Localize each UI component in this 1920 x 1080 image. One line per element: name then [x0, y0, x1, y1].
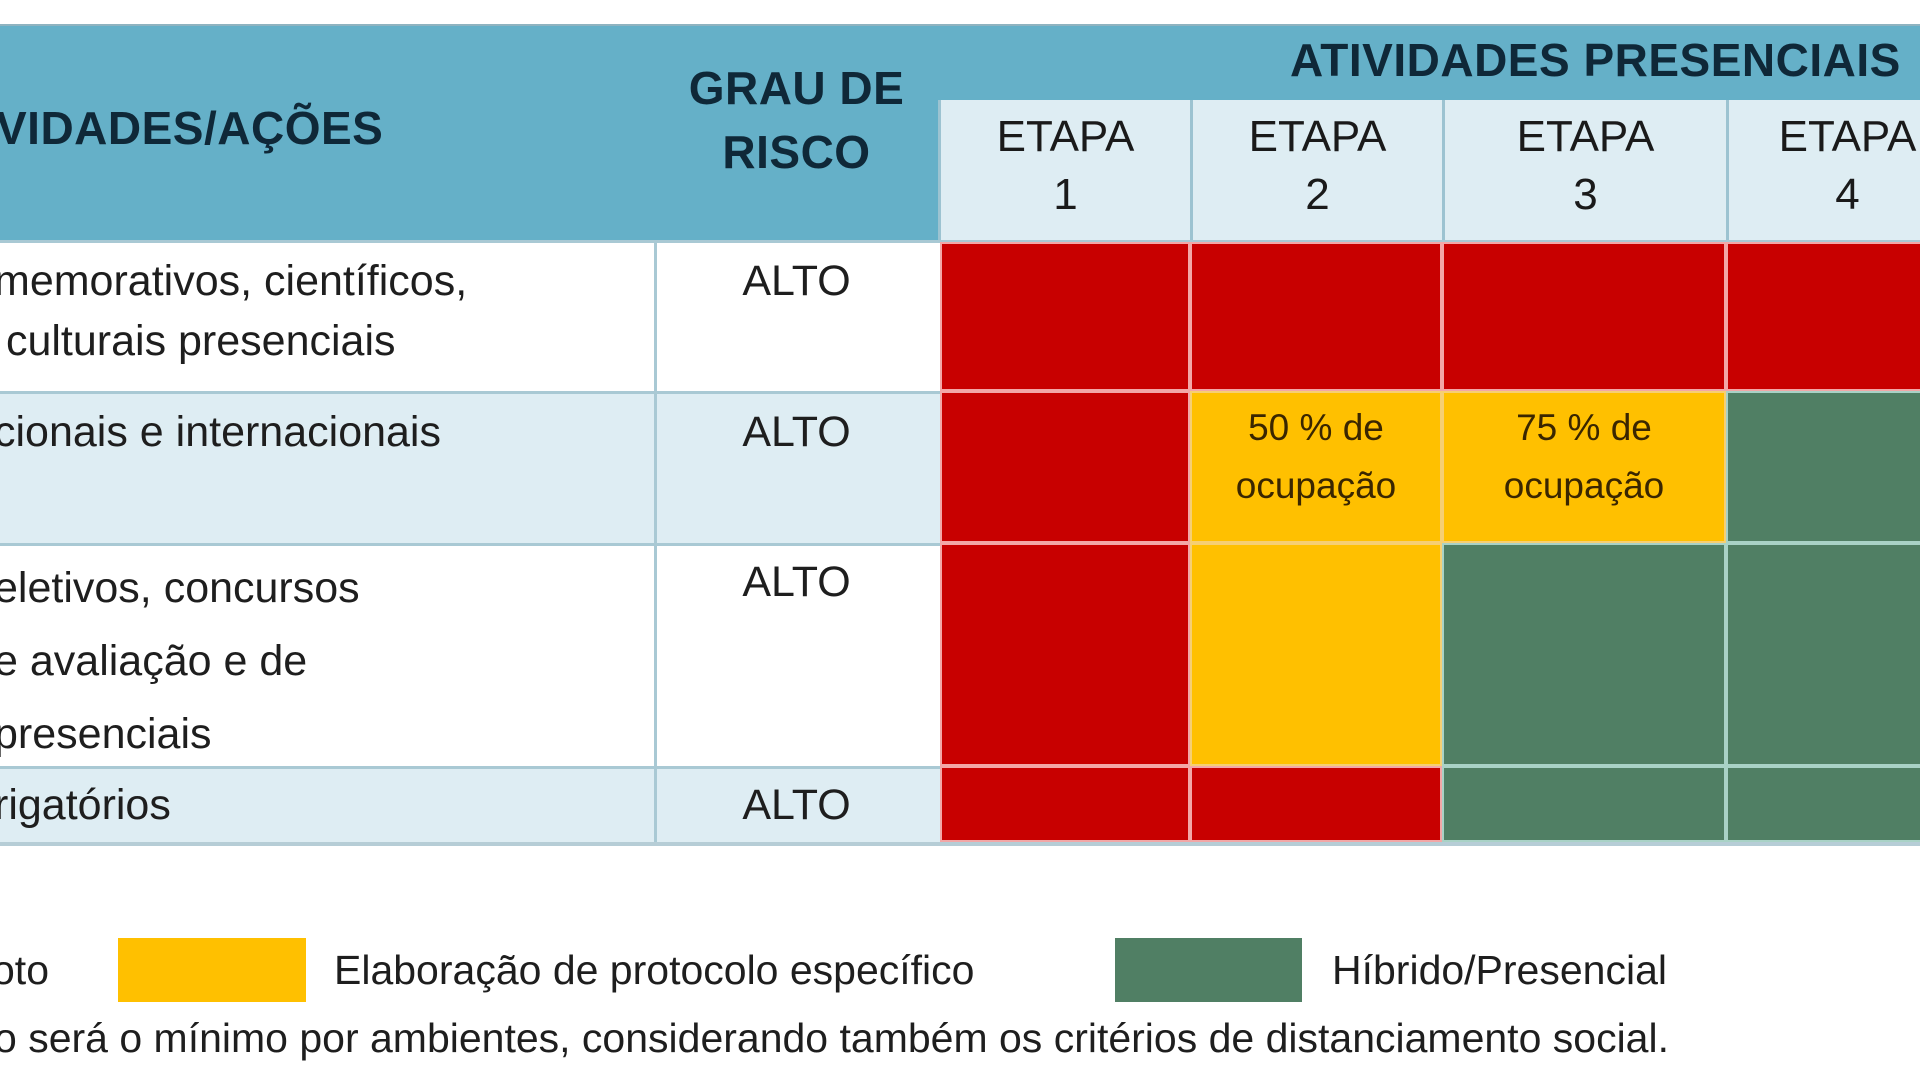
row-2-activity: cionais e internacionais: [0, 408, 441, 456]
row-1-stage-2-cell: [1190, 242, 1442, 391]
row-4-stage-1-cell: [940, 766, 1190, 842]
stage-header-1: ETAPA 1: [938, 100, 1190, 240]
row-3-risk: ALTO: [742, 558, 851, 606]
row-2-stage-4-cell: [1726, 391, 1920, 543]
header-presencial-label: ATIVIDADES PRESENCIAIS: [1290, 34, 1901, 86]
legend-label-remote: oto: [0, 947, 49, 993]
row-1-stage-1-cell: [940, 242, 1190, 391]
stage-header-4: ETAPA 4: [1726, 100, 1920, 240]
header-activities-label: VIDADES/AÇÕES: [0, 102, 384, 154]
legend-label-protocol: Elaboração de protocolo específico: [334, 947, 975, 993]
stage-header-1-line1: ETAPA: [996, 112, 1135, 161]
column-divider: [654, 240, 657, 842]
row-1-risk: ALTO: [742, 257, 851, 305]
stage-header-4-line1: ETAPA: [1778, 112, 1917, 161]
row-4-risk: ALTO: [742, 781, 851, 829]
row-3-stage-3-cell: [1442, 543, 1726, 766]
stage-header-3-line2: 3: [1573, 170, 1598, 219]
legend-label-hybrid: Híbrido/Presencial: [1332, 947, 1667, 993]
row-2-stage-2-cell: 50 % de ocupação: [1190, 391, 1442, 543]
row-4-activity: rigatórios: [0, 781, 171, 829]
stage-header-4-line2: 4: [1835, 170, 1860, 219]
stage-header-2-line2: 2: [1305, 170, 1330, 219]
row-1-stage-3-cell: [1442, 242, 1726, 391]
row-2-stage-3-cell: 75 % de ocupação: [1442, 391, 1726, 543]
row-3-stage-2-cell: [1190, 543, 1442, 766]
table-bottom-border: [0, 842, 1920, 846]
stage-header-3: ETAPA 3: [1442, 100, 1726, 240]
row-1-stage-4-cell: [1726, 242, 1920, 391]
legend-swatch-yellow: [118, 938, 306, 1002]
row-2-risk: ALTO: [742, 408, 851, 456]
header-risk-line2: RISCO: [722, 126, 871, 178]
row-3-stage-4-cell: [1726, 543, 1920, 766]
stage-header-1-line2: 1: [1053, 170, 1078, 219]
stage-header-2: ETAPA 2: [1190, 100, 1442, 240]
row-4-stage-3-cell: [1442, 766, 1726, 842]
stage-header-2-line1: ETAPA: [1248, 112, 1387, 161]
row-3-stage-1-cell: [940, 543, 1190, 766]
header-risk-label: GRAU DE RISCO: [655, 56, 938, 184]
row-1-activity: memorativos, científicos, culturais pres…: [0, 257, 468, 365]
row-3-activity: eletivos, concursos e avaliação e de pre…: [0, 564, 360, 758]
legend-swatch-green: [1115, 938, 1302, 1002]
row-4-stage-2-cell: [1190, 766, 1442, 842]
footnote-text: o será o mínimo por ambientes, considera…: [0, 1015, 1669, 1061]
stage-header-3-line1: ETAPA: [1516, 112, 1655, 161]
row-4-stage-4-cell: [1726, 766, 1920, 842]
header-risk-line1: GRAU DE: [688, 62, 905, 114]
row-2-stage-1-cell: [940, 391, 1190, 543]
